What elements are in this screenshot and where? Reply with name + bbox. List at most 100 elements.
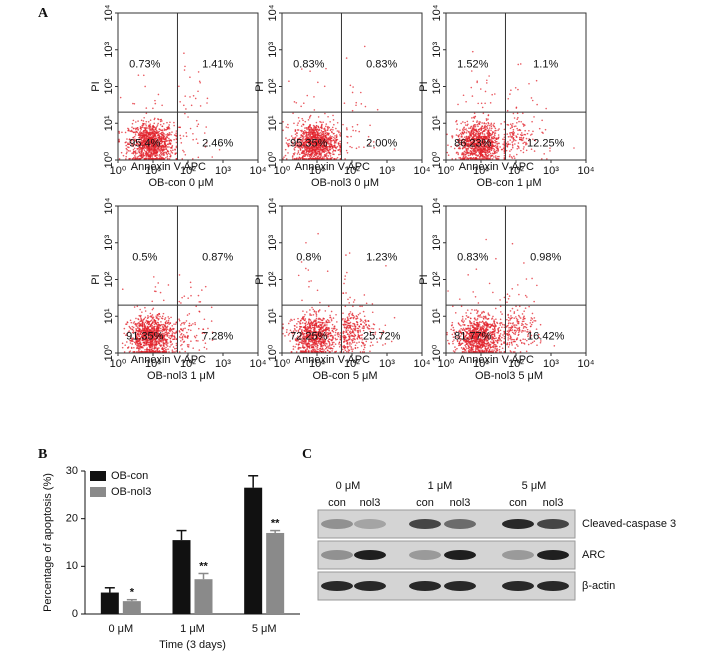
event-dot: [471, 152, 473, 155]
event-dot: [137, 74, 140, 76]
event-dot: [335, 313, 337, 316]
event-dot: [153, 145, 155, 147]
event-dot: [157, 137, 159, 139]
event-dot: [169, 153, 171, 155]
event-dot: [169, 322, 172, 324]
event-dot: [194, 323, 197, 326]
event-dot: [296, 153, 299, 155]
event-dot: [470, 86, 473, 89]
event-dot: [135, 317, 137, 320]
event-dot: [315, 130, 318, 132]
event-dot: [298, 156, 301, 159]
event-dot: [300, 105, 302, 108]
event-dot: [180, 302, 182, 304]
event-dot: [314, 134, 317, 137]
event-dot: [144, 85, 146, 88]
event-dot: [192, 347, 194, 349]
event-dot: [155, 153, 158, 155]
event-dot: [189, 76, 191, 79]
event-dot: [173, 124, 175, 127]
event-dot: [160, 153, 163, 156]
event-dot: [491, 132, 494, 135]
event-dot: [168, 317, 170, 320]
event-dot: [493, 122, 495, 125]
event-dot: [136, 325, 138, 327]
event-dot: [143, 149, 146, 152]
event-dot: [203, 132, 206, 134]
event-dot: [142, 124, 145, 126]
event-dot: [160, 138, 163, 141]
event-dot: [514, 139, 517, 142]
event-dot: [186, 314, 189, 316]
event-dot: [518, 128, 521, 131]
event-dot: [526, 132, 529, 135]
event-dot: [146, 317, 149, 320]
event-dot: [145, 120, 148, 123]
event-cloud: [121, 305, 178, 353]
event-dot: [331, 347, 334, 350]
event-dot: [178, 85, 180, 88]
event-dot: [139, 315, 142, 318]
event-dot: [182, 329, 184, 332]
event-dot: [305, 158, 308, 160]
event-dot: [145, 150, 148, 153]
event-dot: [511, 146, 514, 149]
event-dot: [322, 156, 324, 158]
event-dot: [478, 128, 481, 131]
event-dot: [493, 149, 495, 152]
event-dot: [150, 158, 153, 160]
event-dot: [469, 154, 471, 156]
event-dot: [326, 126, 329, 129]
event-dot: [363, 146, 365, 149]
event-dot: [158, 130, 160, 133]
event-dot: [189, 96, 191, 98]
event-dot: [524, 129, 526, 132]
event-dot: [168, 146, 170, 148]
event-dot: [482, 158, 484, 160]
event-dot: [510, 89, 512, 92]
event-dot: [131, 343, 134, 345]
event-dot: [462, 94, 465, 97]
quadrant-label: 0.83%: [366, 58, 397, 70]
event-dot: [151, 144, 154, 146]
event-dot: [285, 137, 287, 139]
event-dot: [469, 134, 471, 136]
event-dot: [498, 136, 500, 138]
event-dot: [171, 332, 174, 335]
event-dot: [516, 147, 519, 150]
event-dot: [297, 151, 300, 154]
event-dot: [296, 124, 299, 126]
event-cloud: [178, 112, 221, 160]
event-dot: [461, 153, 463, 156]
event-dot: [170, 133, 172, 136]
event-dot: [162, 153, 164, 156]
event-dot: [143, 317, 146, 320]
event-dot: [538, 127, 541, 130]
event-dot: [506, 133, 509, 135]
event-dot: [157, 342, 160, 345]
event-dot: [486, 127, 489, 130]
event-dot: [124, 131, 127, 134]
event-dot: [485, 122, 487, 125]
event-dot: [489, 152, 492, 155]
event-dot: [141, 134, 144, 137]
event-dot: [488, 153, 490, 156]
event-dot: [171, 147, 173, 149]
event-dot: [509, 135, 511, 138]
event-dot: [137, 120, 139, 122]
event-dot: [161, 156, 163, 159]
event-dot: [178, 126, 180, 129]
x-tick-label: 10¹: [145, 165, 161, 177]
event-dot: [464, 124, 467, 126]
event-dot: [143, 138, 146, 140]
event-dot: [182, 135, 185, 137]
event-dot: [301, 299, 303, 302]
event-dot: [137, 318, 140, 321]
event-dot: [531, 133, 533, 135]
event-dot: [134, 144, 137, 147]
event-dot: [351, 91, 354, 94]
event-dot: [156, 156, 158, 159]
event-dot: [160, 147, 163, 149]
event-dot: [466, 120, 469, 123]
event-dot: [323, 156, 326, 158]
